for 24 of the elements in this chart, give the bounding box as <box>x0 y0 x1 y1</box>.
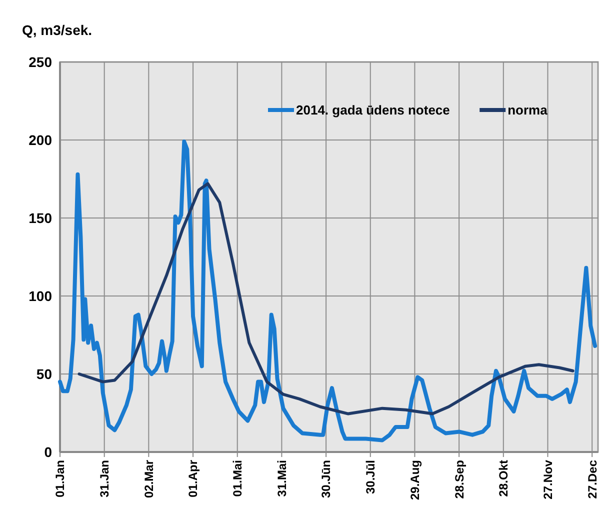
x-tick-label: 27.Nov <box>540 460 555 500</box>
x-tick-label: 28.Sep <box>452 460 466 499</box>
x-tick-label: 27.Dec <box>585 460 600 499</box>
x-tick-label: 30.Jūn <box>319 460 334 498</box>
y-tick-label: 0 <box>44 444 52 460</box>
y-tick-label: 50 <box>36 366 52 382</box>
legend-label: 2014. gada ūdens notece <box>296 102 450 118</box>
x-tick-label: 29.Aug <box>408 460 422 500</box>
y-axis-title: Q, m3/sek. <box>22 22 92 38</box>
line-series <box>78 182 574 416</box>
x-tick-label: 31.Mai <box>274 460 289 497</box>
y-tick-label: 150 <box>28 210 52 226</box>
y-tick-label: 250 <box>28 54 52 70</box>
x-tick-label: 01.Jan <box>53 460 68 498</box>
x-tick-label: 28.Okt <box>496 460 511 497</box>
x-tick-label: 31.Jan <box>98 460 112 498</box>
x-tick-label: 30.Jūl <box>364 460 378 494</box>
x-tick-label: 01.Apr <box>186 460 200 498</box>
x-tick-label: 01.Mai <box>230 460 245 497</box>
line-series <box>58 140 598 442</box>
y-tick-label: 200 <box>28 132 52 148</box>
x-tick-label: 02.Mar <box>142 460 156 498</box>
y-tick-label: 100 <box>28 288 52 304</box>
legend-label: norma <box>508 102 548 118</box>
